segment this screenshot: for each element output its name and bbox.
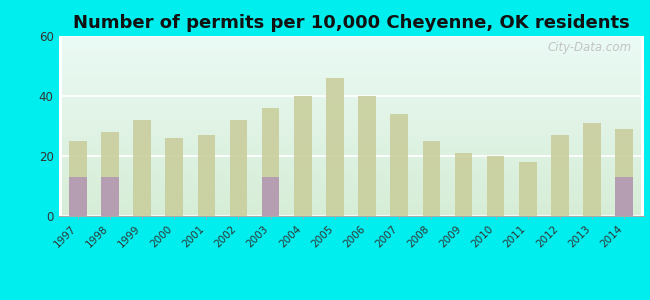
Bar [583, 123, 601, 216]
Bar [294, 96, 311, 216]
Bar [616, 129, 633, 216]
Bar [326, 78, 344, 216]
Bar [551, 135, 569, 216]
Bar [69, 177, 86, 216]
Bar [101, 177, 119, 216]
Bar [229, 120, 248, 216]
Bar [69, 141, 86, 216]
Bar [422, 141, 440, 216]
Bar [262, 177, 279, 216]
Bar [198, 135, 215, 216]
Bar [519, 162, 537, 216]
Bar [358, 96, 376, 216]
Title: Number of permits per 10,000 Cheyenne, OK residents: Number of permits per 10,000 Cheyenne, O… [73, 14, 629, 32]
Bar [101, 132, 119, 216]
Bar [391, 114, 408, 216]
Bar [616, 177, 633, 216]
Bar [454, 153, 473, 216]
Bar [487, 156, 504, 216]
Bar [262, 108, 279, 216]
Bar [133, 120, 151, 216]
Bar [165, 138, 183, 216]
Text: City-Data.com: City-Data.com [548, 41, 632, 54]
